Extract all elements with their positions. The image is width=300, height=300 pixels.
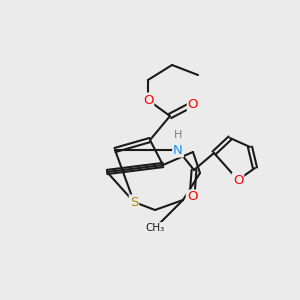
Text: N: N <box>173 143 183 157</box>
Text: O: O <box>188 98 198 110</box>
Text: H: H <box>174 130 182 140</box>
Text: S: S <box>130 196 138 208</box>
Text: O: O <box>233 173 243 187</box>
Text: CH₃: CH₃ <box>146 223 165 233</box>
Text: O: O <box>187 190 197 203</box>
Text: O: O <box>143 94 153 106</box>
